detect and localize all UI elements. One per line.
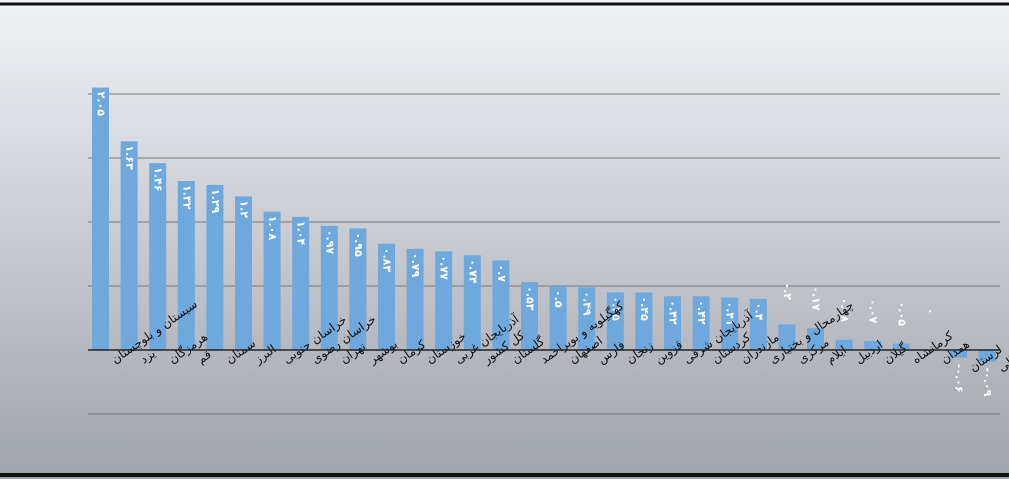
bar xyxy=(406,248,424,350)
data-label: ۰.۷۷ xyxy=(438,255,451,280)
bar xyxy=(378,243,395,350)
bar xyxy=(606,292,624,350)
data-label: ۰.۴۵ xyxy=(638,296,651,321)
bar xyxy=(349,228,367,350)
data-label: -۰.۰۶ xyxy=(953,364,966,393)
bar xyxy=(492,260,510,350)
data-label: ۱.۲۹ xyxy=(209,189,222,214)
bar xyxy=(950,350,967,358)
data-label: ۰.۴ xyxy=(752,303,765,321)
data-label: ۰.۰۷ xyxy=(867,299,880,324)
data-label: ۰.۰۵ xyxy=(895,302,908,327)
data-label: ۰.۷۴ xyxy=(466,259,479,284)
data-label: ۰.۴۵ xyxy=(609,296,622,321)
bar xyxy=(835,339,853,350)
bar xyxy=(435,251,453,350)
bar xyxy=(463,255,481,350)
bar xyxy=(320,225,338,350)
data-label: ۰.۸۳ xyxy=(381,248,394,273)
data-label: ۰.۵ xyxy=(552,290,565,308)
bar xyxy=(120,141,138,350)
bar xyxy=(521,282,538,350)
data-label: ۰.۵۳ xyxy=(524,286,537,311)
data-label: ۱.۲ xyxy=(238,200,251,218)
bar xyxy=(149,163,167,350)
data-label: ۰.۷۹ xyxy=(409,253,422,278)
data-label: ۰.۴۲ xyxy=(695,300,708,325)
data-label: ۰.۱۷ xyxy=(810,286,823,311)
bar xyxy=(549,286,567,350)
bars: ۲.۰۵ ۱.۶۳ ۱.۴۶ ۱.۳۲ ۱.۲۹ ۱.۲ ۱.۰۸ ۱.۰۴ ۰.۹۷ ۰.۹۵ ۰… xyxy=(92,87,996,397)
bar xyxy=(92,87,109,350)
bar xyxy=(235,196,252,350)
bar xyxy=(206,184,224,350)
bar xyxy=(892,343,910,350)
data-label: -۰.۰۹ xyxy=(981,368,994,397)
bar xyxy=(292,216,310,350)
bar xyxy=(177,181,195,350)
bar xyxy=(978,350,996,362)
data-label: ۰.۴۹ xyxy=(581,291,594,316)
data-label: ۰.۴۲ xyxy=(667,300,680,325)
category-label: قم xyxy=(194,347,213,366)
data-label: ۱.۰۸ xyxy=(266,216,279,241)
bar xyxy=(692,296,710,350)
bar xyxy=(664,296,681,350)
bar xyxy=(721,297,739,350)
data-label: ۱.۳۲ xyxy=(180,185,193,210)
data-label: ۰ xyxy=(924,308,937,315)
data-label: ۰.۴۱ xyxy=(724,302,737,326)
bar xyxy=(864,341,882,350)
bar xyxy=(578,287,596,350)
data-label: ۰.۹۵ xyxy=(352,232,365,257)
bar xyxy=(263,211,281,350)
data-label: ۲.۰۵ xyxy=(95,92,108,117)
data-label: ۱.۴۶ xyxy=(152,167,165,191)
data-label: ۰.۰۸ xyxy=(838,298,851,323)
data-label: ۰.۹۷ xyxy=(323,230,336,255)
bar xyxy=(778,324,796,350)
data-label: ۰.۲ xyxy=(781,282,794,300)
data-label: ۱.۶۳ xyxy=(123,145,136,170)
bar xyxy=(635,292,653,350)
data-label: ۱.۰۴ xyxy=(295,221,308,246)
data-label: ۰.۷ xyxy=(495,264,508,282)
bar xyxy=(807,328,824,350)
bar xyxy=(749,298,767,350)
